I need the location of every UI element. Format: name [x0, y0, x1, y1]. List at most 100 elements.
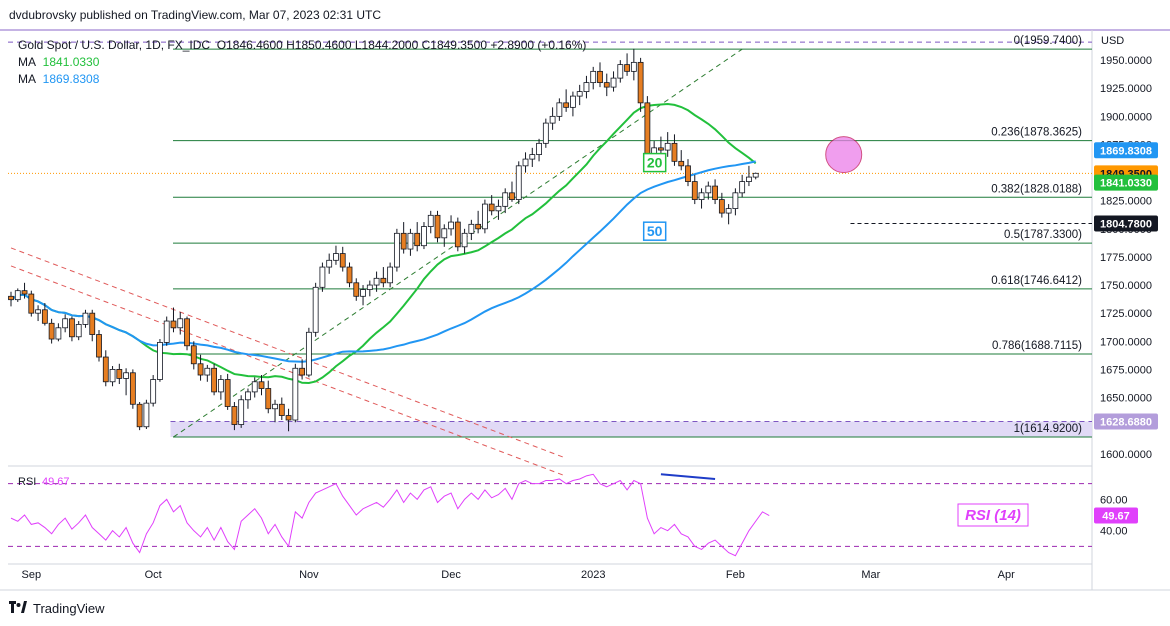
candle-body: [217, 379, 224, 393]
candle-body: [339, 253, 346, 268]
price-tick-label: 1750.0000: [1100, 280, 1152, 292]
rsi-value-badge-label: 49.67: [1102, 511, 1130, 523]
tradingview-mark-icon: [9, 600, 27, 616]
candle-body: [658, 147, 664, 151]
candle-body: [542, 122, 549, 144]
candle-body: [502, 192, 509, 207]
rsi-line: [10, 473, 770, 557]
candle-body: [96, 334, 102, 358]
candle-body: [732, 192, 739, 209]
candle-body: [570, 95, 576, 108]
chart-legend: Gold Spot / U.S. Dollar, 1D, FX_IDC O184…: [18, 37, 586, 88]
candle-body: [746, 176, 752, 182]
candle-body: [62, 318, 69, 329]
candle-body: [421, 226, 427, 247]
candle-body: [231, 406, 238, 425]
candle-body: [630, 61, 637, 72]
candle-body: [129, 372, 136, 405]
candle-body: [204, 367, 211, 376]
legend-ma50-row: MA 1869.8308: [18, 71, 586, 88]
rsi-tick-label: 60.00: [1100, 494, 1128, 506]
candle-body: [319, 266, 326, 288]
candle-body: [529, 154, 536, 160]
candle-body: [644, 102, 651, 155]
candle-body: [461, 232, 468, 248]
fib-level-label: 0(1959.7400): [1014, 35, 1083, 47]
price-axis-badge-label: 1841.0330: [1100, 178, 1152, 190]
candle-body: [610, 77, 617, 88]
support-zone: [170, 421, 1093, 437]
candle-body: [393, 232, 400, 268]
candle-body: [705, 185, 712, 194]
candle-body: [224, 379, 231, 407]
legend-symbol-row: Gold Spot / U.S. Dollar, 1D, FX_IDC O184…: [18, 37, 586, 54]
time-axis-label: Feb: [726, 569, 745, 581]
time-axis-label: Apr: [998, 569, 1015, 581]
candle-body: [725, 208, 732, 214]
candle-body: [752, 172, 759, 178]
candle-body: [468, 223, 475, 234]
candle-body: [583, 82, 590, 93]
fib-level-label: 1(1614.9200): [1014, 423, 1083, 435]
ma50-line: [10, 160, 756, 363]
rsi-title-label: RSI (14): [965, 507, 1021, 524]
legend-ohlc: O1846.4600 H1850.4600 L1844.2000 C1849.3…: [216, 38, 587, 52]
candle-body: [387, 266, 394, 284]
tradingview-logo[interactable]: TradingView: [9, 600, 105, 616]
candle-body: [211, 367, 218, 393]
publisher-text: dvdubrovsky published on TradingView.com…: [9, 8, 381, 22]
ma-tag-label: 50: [647, 223, 663, 239]
candle-body: [360, 289, 366, 297]
candle-body: [299, 367, 306, 376]
candle-body: [407, 232, 414, 250]
price-chart[interactable]: USD1950.00001925.00001900.00001875.00001…: [0, 30, 1170, 600]
candle-body: [400, 232, 407, 250]
currency-label: USD: [1101, 35, 1124, 47]
price-tick-label: 1700.0000: [1100, 336, 1152, 348]
candle-body: [366, 284, 373, 290]
price-axis-badge: [1094, 174, 1158, 191]
candle-body: [488, 203, 495, 212]
candle-body: [285, 415, 292, 421]
candle-body: [685, 165, 691, 182]
candle-body: [448, 221, 454, 230]
price-tick-label: 1950.0000: [1100, 55, 1152, 67]
channel-line: [10, 265, 567, 477]
candle-body: [624, 64, 630, 72]
candle-body: [245, 391, 251, 401]
candle-body: [55, 327, 62, 340]
candle-body: [549, 115, 556, 124]
ma-tag-label: 20: [647, 155, 663, 171]
candle-body: [414, 232, 421, 247]
price-axis-badge: [1094, 142, 1158, 159]
candle-body: [671, 142, 678, 162]
candle-body: [157, 342, 163, 380]
candle-body: [515, 165, 522, 200]
golden-cross-circle: [825, 136, 863, 174]
candle-body: [116, 369, 123, 379]
candle-body: [481, 203, 488, 230]
top-divider: [0, 29, 1170, 31]
candle-body: [163, 320, 170, 343]
candle-body: [89, 312, 96, 335]
candle-body: [184, 318, 190, 347]
candle-body: [536, 142, 542, 155]
candle-body: [495, 205, 502, 212]
candle-body: [346, 266, 353, 284]
legend-ma50-label: MA: [18, 72, 36, 86]
price-tick-label: 1725.0000: [1100, 308, 1152, 320]
legend-ma20-label: MA: [18, 55, 36, 69]
time-axis-label: Mar: [861, 569, 880, 581]
candle-body: [278, 403, 285, 416]
rsi-legend-value: 49.67: [42, 476, 70, 488]
candle-body: [718, 199, 725, 214]
candle-body: [14, 290, 21, 301]
candle-body: [69, 318, 75, 338]
price-axis-badge-label: 1628.6880: [1100, 416, 1152, 428]
candle-body: [427, 214, 434, 227]
ma-tag-box: [642, 221, 667, 241]
candle-body: [563, 102, 570, 108]
candle-body: [8, 295, 14, 301]
fib-level-label: 0.236(1878.3625): [991, 127, 1082, 139]
price-tick-label: 1650.0000: [1100, 393, 1152, 405]
